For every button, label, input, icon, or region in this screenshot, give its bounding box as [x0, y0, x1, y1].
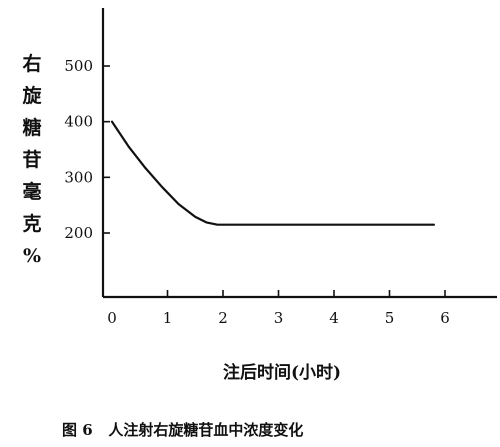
y-tick-label: 500: [64, 57, 93, 75]
x-tick-label: 3: [274, 309, 284, 327]
x-tick-label: 1: [163, 309, 173, 327]
x-tick-label: 6: [440, 309, 450, 327]
axes: [101, 8, 497, 299]
x-tick-label: 4: [329, 309, 339, 327]
x-tick-label: 5: [385, 309, 395, 327]
y-tick-label: 200: [64, 224, 93, 242]
y-axis-label-char: 糖: [22, 116, 41, 139]
figure-caption: 图 6 人注射右旋糖苷血中浓度变化: [62, 421, 303, 439]
x-axis-label: 注后时间(小时): [223, 362, 341, 383]
y-axis-label-char: %: [23, 245, 41, 267]
y-axis-label-char: 毫: [22, 180, 41, 203]
y-axis-label-char: 克: [22, 212, 41, 235]
x-axis-ticks: 0 1 2 3 4 5 6: [107, 290, 450, 327]
y-axis-label-char: 苷: [22, 148, 41, 171]
series-line: [110, 120, 435, 226]
y-axis-ticks: 200 300 400 500: [64, 57, 110, 242]
y-axis-label-char: 右: [21, 52, 41, 75]
y-axis-label-char: 旋: [21, 84, 42, 107]
x-tick-label: 2: [218, 309, 228, 327]
y-tick-label: 400: [64, 113, 93, 131]
x-tick-label: 0: [107, 309, 117, 327]
y-tick-label: 300: [64, 168, 93, 186]
series-group: [110, 120, 435, 226]
